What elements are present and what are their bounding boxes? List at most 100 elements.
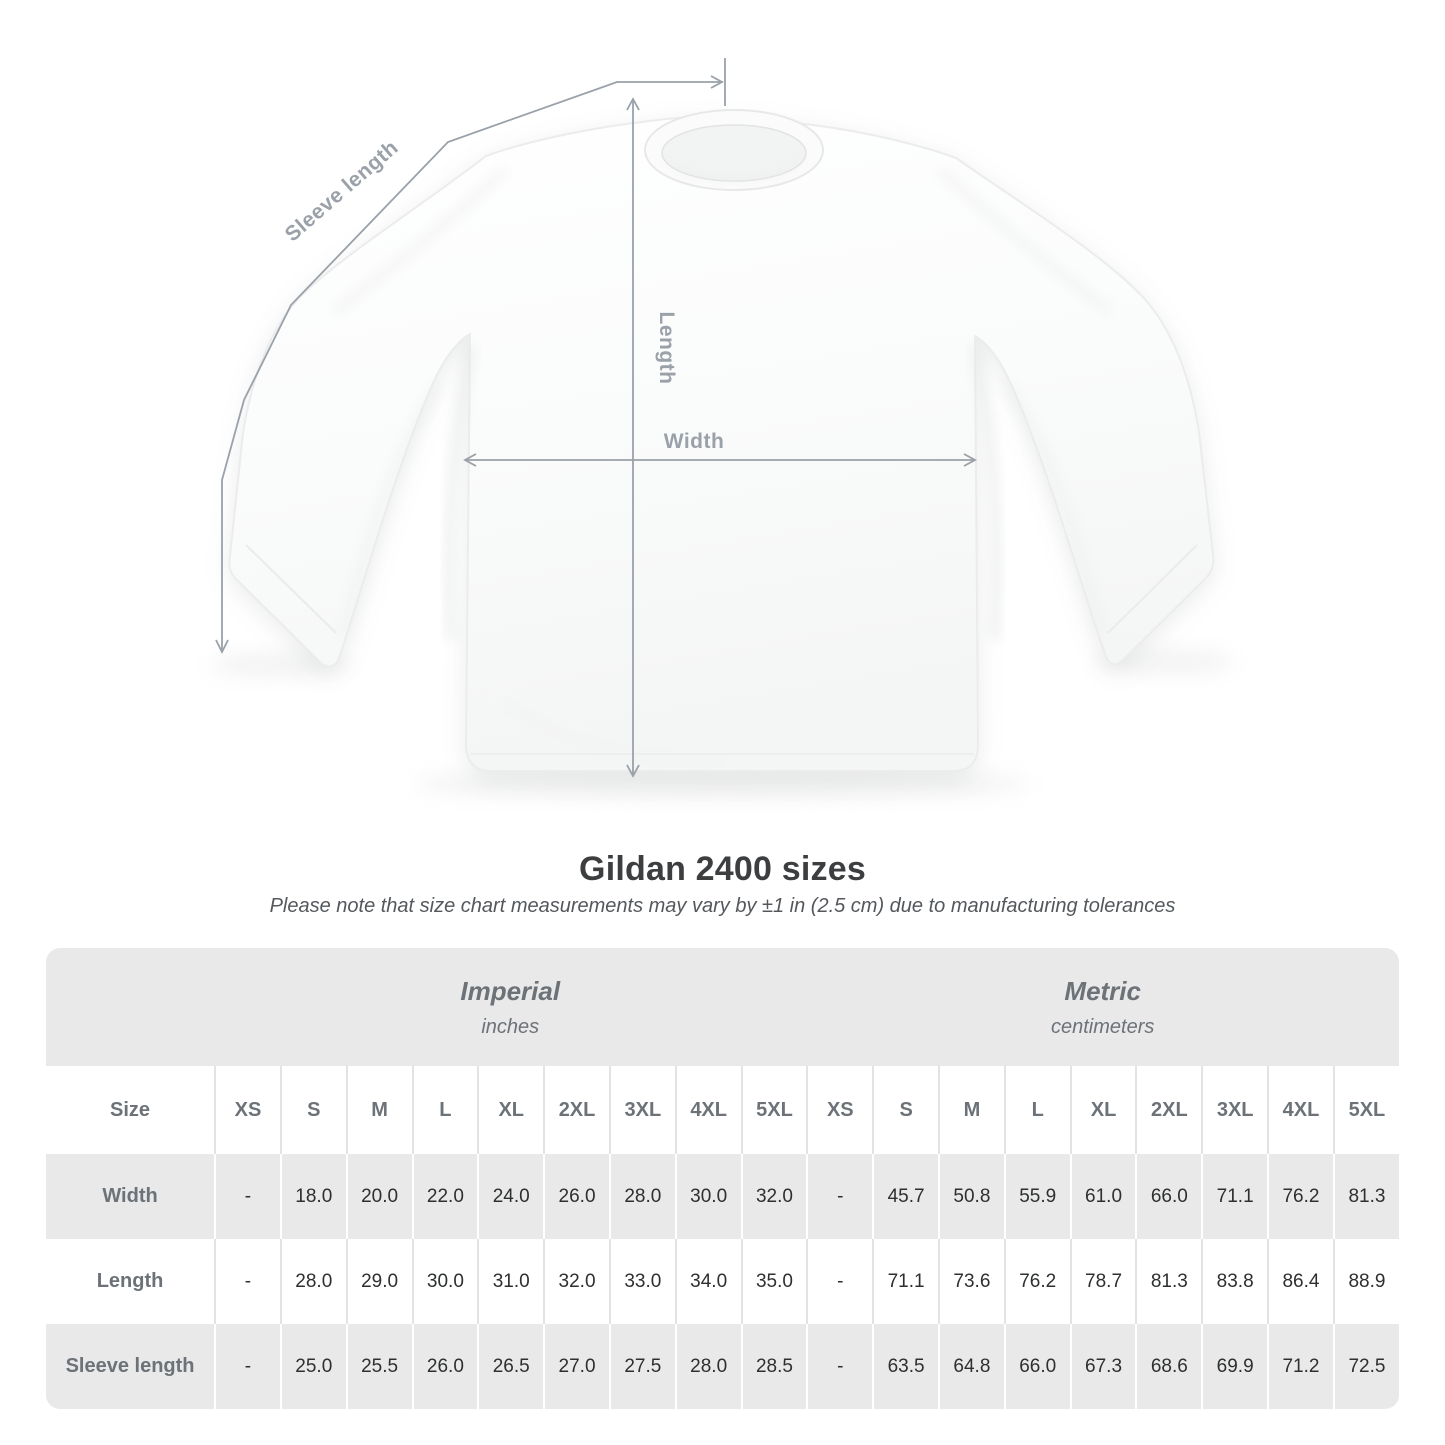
table-cell: 81.3: [1135, 1239, 1201, 1324]
size-col-header: XL: [1069, 1066, 1136, 1154]
width-arrow-right: [963, 453, 977, 467]
row-label: Length: [96, 1270, 164, 1292]
table-cell: 29.0: [345, 1239, 412, 1324]
table-cell: 69.9: [1201, 1324, 1268, 1409]
table-cell: 83.8: [1201, 1239, 1267, 1324]
width-row: Width - 18.0 20.0 22.0 24.0 26.0 28.0 30…: [46, 1154, 1399, 1239]
table-cell: 76.2: [1267, 1154, 1333, 1239]
table-cell: 86.4: [1267, 1239, 1333, 1324]
shirt-measurement-diagram: Sleeve length Length Width: [210, 58, 1235, 797]
table-cell: 71.2: [1267, 1324, 1333, 1409]
table-cell: 25.5: [345, 1324, 412, 1409]
length-row: Length - 28.0 29.0 30.0 31.0 32.0 33.0 3…: [46, 1239, 1399, 1324]
size-col-header: 3XL: [608, 1066, 675, 1154]
table-cell: 26.5: [477, 1324, 544, 1409]
table-cell: 18.0: [279, 1154, 346, 1239]
table-cell: 33.0: [608, 1239, 675, 1324]
size-col-header: L: [1003, 1066, 1070, 1154]
width-arrow-left: [463, 453, 477, 467]
measurement-lines: [215, 58, 977, 778]
table-cell: 32.0: [740, 1154, 807, 1239]
width-label: Width: [664, 430, 725, 453]
row-label: Width: [46, 1154, 215, 1239]
table-cell: 72.5: [1332, 1324, 1399, 1409]
table-cell: 30.0: [411, 1239, 478, 1324]
right-cuff-seam: [1107, 544, 1198, 634]
table-cell: 71.1: [1201, 1154, 1268, 1239]
table-cell: 35.0: [740, 1239, 807, 1324]
table-cell: 55.9: [1003, 1154, 1070, 1239]
table-cell: 22.0: [411, 1154, 478, 1239]
length-arrow-down: [626, 764, 640, 778]
table-cell: 68.6: [1135, 1324, 1202, 1409]
table-cell: 27.0: [543, 1324, 609, 1409]
table-cell: -: [806, 1239, 872, 1324]
table-cell: 64.8: [938, 1324, 1004, 1409]
table-cell: 71.1: [872, 1239, 938, 1324]
table-cell: 28.0: [674, 1324, 741, 1409]
size-col-header: M: [938, 1066, 1004, 1154]
table-cell: 26.0: [411, 1324, 478, 1409]
row-label: Sleeve length: [46, 1324, 215, 1409]
metric-header: Metric centimeters: [806, 948, 1399, 1066]
size-header-row: Size XS S M L XL 2XL 3XL 4XL 5XL XS S M …: [46, 1066, 1399, 1154]
sleeve-length-line: [221, 81, 723, 650]
sleeve-length-row: Sleeve length - 25.0 25.5 26.0 26.5 27.0…: [46, 1324, 1399, 1409]
size-col-header: 4XL: [674, 1066, 741, 1154]
table-cell: -: [806, 1324, 873, 1409]
table-cell: 88.9: [1332, 1239, 1399, 1324]
table-cell: 66.0: [1003, 1324, 1070, 1409]
sleeve-arrow-right: [710, 75, 724, 89]
table-cell: 28.0: [608, 1154, 675, 1239]
table-cell: 28.0: [279, 1239, 346, 1324]
table-cell: 66.0: [1135, 1154, 1202, 1239]
shirt-illustration: [228, 109, 1215, 772]
size-table: Imperial inches Metric centimeters Size …: [46, 948, 1399, 1409]
size-col-header: 3XL: [1201, 1066, 1267, 1154]
size-col-header: M: [345, 1066, 412, 1154]
imperial-unit: inches: [481, 1015, 540, 1038]
size-label: Size: [110, 1098, 151, 1121]
size-col-header: 2XL: [543, 1066, 609, 1154]
table-cell: 34.0: [674, 1239, 741, 1324]
size-col-header: XS: [806, 1066, 872, 1154]
size-col-header: 5XL: [740, 1066, 807, 1154]
size-col-header: XS: [214, 1066, 280, 1154]
metric-title: Metric: [1064, 975, 1141, 1006]
size-col-header: 2XL: [1135, 1066, 1201, 1154]
table-cell: 81.3: [1332, 1154, 1399, 1239]
collar: [644, 109, 824, 191]
table-cell: 45.7: [872, 1154, 939, 1239]
unit-header-row: Imperial inches Metric centimeters: [46, 948, 1399, 1066]
imperial-header: Imperial inches: [214, 948, 807, 1066]
page-title: Gildan 2400 sizes: [579, 850, 866, 888]
unit-header-spacer: [46, 948, 215, 1066]
size-col-header: L: [411, 1066, 478, 1154]
table-cell: 25.0: [279, 1324, 346, 1409]
table-cell: 61.0: [1069, 1154, 1136, 1239]
size-col-header: 4XL: [1267, 1066, 1333, 1154]
size-col-header: S: [872, 1066, 938, 1154]
table-cell: -: [214, 1154, 280, 1239]
table-cell: -: [806, 1154, 873, 1239]
size-col-header: 5XL: [1332, 1066, 1399, 1154]
table-cell: 30.0: [674, 1154, 741, 1239]
table-cell: 78.7: [1069, 1239, 1136, 1324]
table-cell: 27.5: [608, 1324, 675, 1409]
table-cell: 28.5: [740, 1324, 807, 1409]
size-col-header: XL: [477, 1066, 543, 1154]
shirt-shadow: [210, 650, 1235, 797]
imperial-title: Imperial: [460, 975, 561, 1006]
table-cell: -: [214, 1239, 280, 1324]
size-col-header: S: [279, 1066, 346, 1154]
left-cuff-seam: [245, 544, 337, 634]
table-cell: 26.0: [543, 1154, 609, 1239]
tolerance-note: Please note that size chart measurements…: [269, 895, 1176, 917]
table-cell: 63.5: [872, 1324, 939, 1409]
metric-unit: centimeters: [1051, 1015, 1155, 1038]
table-cell: 32.0: [543, 1239, 609, 1324]
table-cell: 73.6: [938, 1239, 1004, 1324]
table-cell: -: [214, 1324, 280, 1409]
table-cell: 76.2: [1003, 1239, 1070, 1324]
